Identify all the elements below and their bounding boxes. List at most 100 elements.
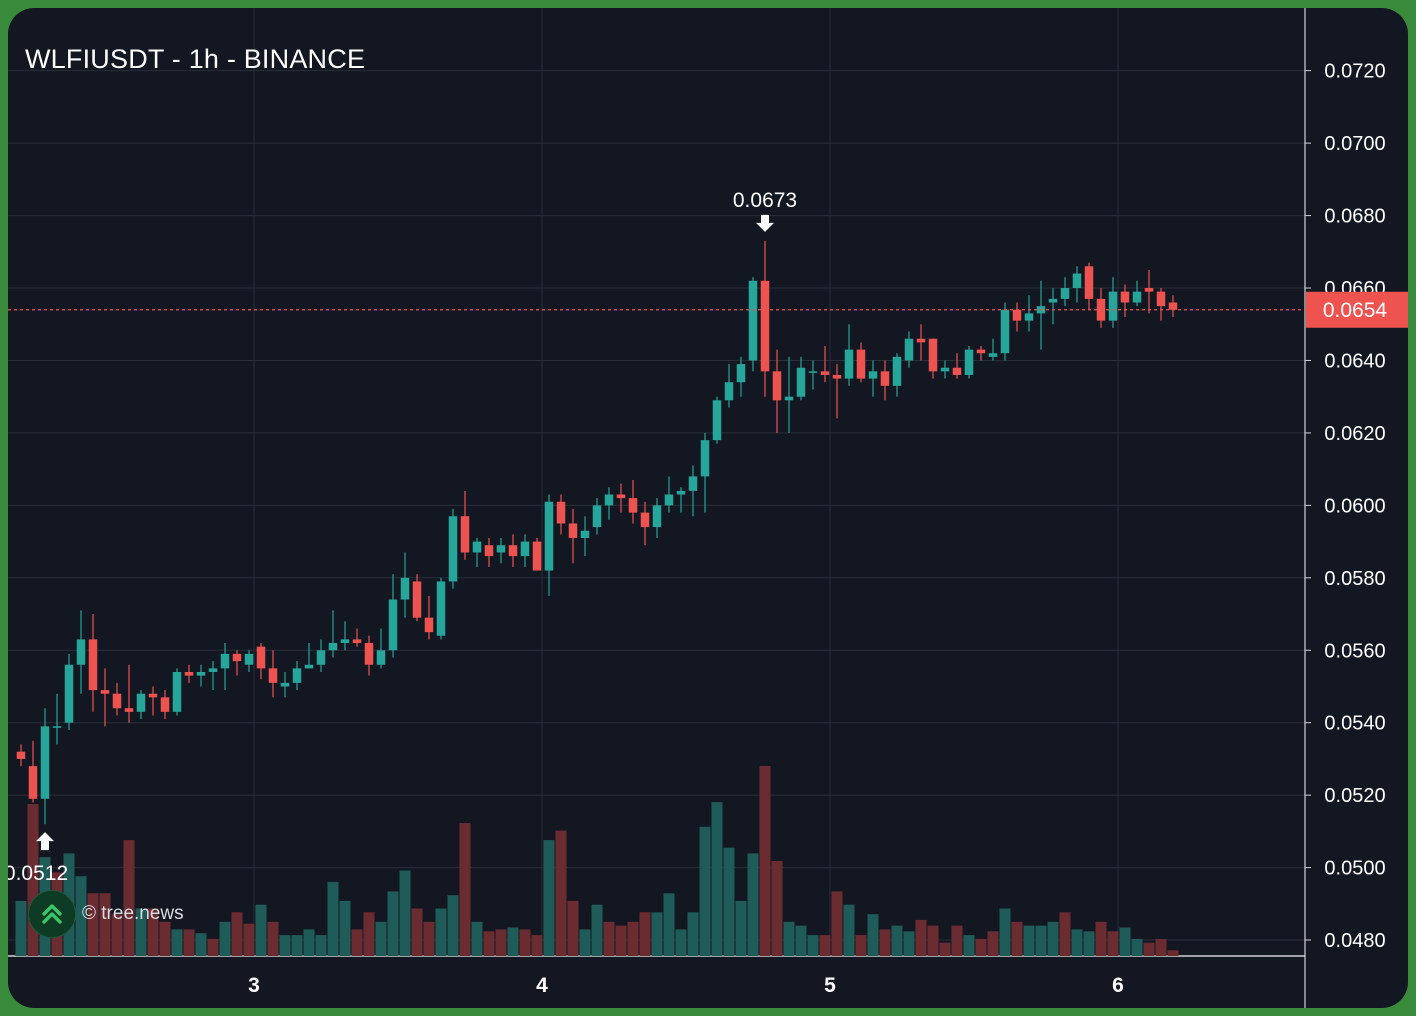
volume-bar [759, 766, 771, 956]
candle-body [1132, 291, 1142, 303]
candle [28, 740, 38, 803]
candle [568, 508, 578, 564]
volume-bar [951, 925, 963, 956]
candle [856, 342, 866, 383]
y-tick-label: 0.0560 [1324, 640, 1385, 662]
candle [820, 345, 830, 383]
volume-bar [507, 927, 519, 956]
candle-body [664, 494, 674, 506]
y-tick-label: 0.0580 [1324, 568, 1385, 590]
tree-news-logo-icon [28, 890, 76, 938]
candle [544, 494, 554, 596]
volume-bar [1083, 931, 1095, 956]
high-price-label: 0.0673 [733, 189, 797, 212]
candle [460, 490, 470, 560]
volume-bar [711, 802, 723, 956]
volume-bar [795, 925, 807, 956]
volume-bar [339, 900, 351, 956]
candle-body [592, 505, 602, 528]
candle [484, 537, 494, 567]
volume-bar [1155, 938, 1167, 956]
candle [16, 744, 26, 767]
candle [1084, 262, 1094, 310]
volume-bar [75, 876, 87, 956]
candle-body [568, 523, 578, 538]
high-annotation: 0.0673 [733, 189, 797, 232]
candle [340, 621, 350, 651]
candle-body [460, 516, 470, 553]
volume-bar [591, 904, 603, 956]
candle-body [340, 639, 350, 644]
candle [232, 650, 242, 676]
candle-body [808, 371, 818, 373]
candle [352, 628, 362, 647]
candle [1036, 280, 1046, 350]
candle-body [208, 668, 218, 672]
candle [520, 534, 530, 567]
candle [760, 240, 770, 397]
candle-body [328, 643, 338, 651]
candle-body [700, 440, 710, 477]
y-tick-label: 0.0680 [1324, 206, 1385, 228]
candle [964, 345, 974, 379]
candle-body [652, 505, 662, 528]
candle-body [496, 545, 506, 553]
volume-bar [111, 914, 123, 956]
candle-body [424, 617, 434, 633]
candle [616, 483, 626, 513]
volume-bar [435, 908, 447, 956]
volume-bar [651, 912, 663, 956]
volume-bar [1047, 921, 1059, 956]
y-tick-label: 0.0480 [1324, 930, 1385, 952]
candle [100, 668, 110, 727]
x-tick-label: 4 [536, 974, 548, 997]
candle-body [616, 494, 626, 499]
volume-bar [255, 904, 267, 956]
candle-body [712, 400, 722, 441]
volume-bar [567, 900, 579, 956]
volume-bar [531, 935, 543, 956]
candle [208, 661, 218, 691]
candle-body [1000, 309, 1010, 354]
candle-body [856, 349, 866, 379]
candle-body [28, 766, 38, 799]
volume-bar [723, 847, 735, 956]
candle-body [88, 639, 98, 691]
volume-bar [327, 881, 339, 956]
candle-body [484, 545, 494, 557]
candle [76, 610, 86, 694]
candle-body [508, 545, 518, 557]
candle-body [916, 338, 926, 343]
volume-bar [699, 826, 711, 956]
candle-body [688, 476, 698, 491]
candle [244, 650, 254, 672]
volume-bar [855, 935, 867, 956]
y-tick-label: 0.0500 [1324, 858, 1385, 880]
candle [916, 324, 926, 361]
volume-bar [747, 853, 759, 956]
candle-body [268, 668, 278, 683]
volume-bar [879, 929, 891, 956]
volume-bar [99, 893, 111, 956]
volume-bar [663, 893, 675, 956]
candle [292, 661, 302, 691]
candle [904, 331, 914, 368]
volume-bar [1095, 921, 1107, 956]
candle [412, 574, 422, 622]
volume-bar [807, 935, 819, 956]
candles [16, 240, 1178, 825]
candle-body [628, 498, 638, 513]
candle [316, 639, 326, 672]
candle-body [472, 541, 482, 553]
candle [376, 628, 386, 669]
volume-bar [999, 908, 1011, 956]
candlestick-chart[interactable]: 0.07200.07000.06800.06600.06400.06200.06… [8, 8, 1408, 1008]
low-price-label: 0.0512 [8, 862, 68, 885]
candle [136, 690, 146, 720]
candle-body [1012, 309, 1022, 321]
arrow-up-icon [36, 832, 54, 851]
candle-body [820, 371, 830, 375]
candle [472, 537, 482, 567]
candle [304, 643, 314, 669]
candle-body [100, 690, 110, 694]
